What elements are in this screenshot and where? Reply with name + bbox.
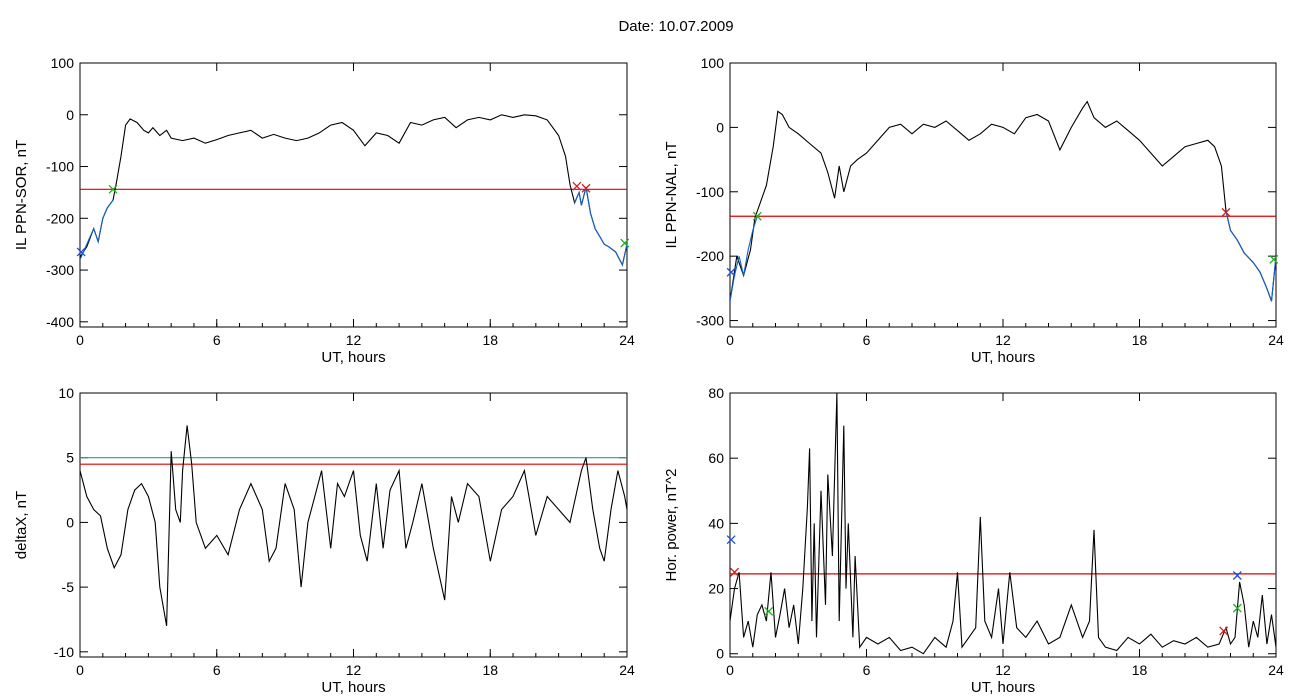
x-tick-label: 6 bbox=[863, 332, 871, 348]
y-tick-label: 0 bbox=[716, 646, 724, 662]
x-axis-label: UT, hours bbox=[971, 679, 1035, 696]
marker-cross bbox=[572, 181, 582, 191]
marker-cross bbox=[730, 567, 740, 577]
series-line bbox=[80, 425, 627, 626]
x-tick-label: 12 bbox=[995, 662, 1011, 678]
panel-deltax: 0 6 12 18 24 10 5 0 -5 -10 UT, hours deltaX, nT bbox=[13, 385, 635, 696]
x-tick-label: 18 bbox=[1132, 662, 1148, 678]
x-axis-label: UT, hours bbox=[971, 349, 1035, 366]
y-tick-label: -5 bbox=[62, 579, 75, 595]
x-tick-label: 12 bbox=[995, 332, 1011, 348]
x-tick-label: 12 bbox=[346, 332, 362, 348]
x-tick-label: 24 bbox=[1268, 662, 1284, 678]
y-tick-label: 0 bbox=[716, 119, 724, 135]
marker-cross bbox=[1269, 254, 1279, 264]
panel-hor-power: 0 6 12 18 24 80 60 40 20 0 UT, hours Hor. power, nT… bbox=[663, 385, 1284, 696]
marker-cross bbox=[108, 184, 118, 194]
y-tick-label: -400 bbox=[46, 314, 74, 330]
series-line bbox=[730, 393, 1276, 655]
marker-cross bbox=[1232, 603, 1242, 613]
y-axis-label: Hor. power, nT^2 bbox=[663, 469, 680, 582]
x-tick-label: 18 bbox=[1132, 332, 1148, 348]
x-tick-label: 6 bbox=[863, 662, 871, 678]
series-line bbox=[730, 100, 1276, 302]
y-axis-label: deltaX, nT bbox=[13, 491, 30, 559]
x-axis-label: UT, hours bbox=[321, 679, 385, 696]
plot-frame bbox=[729, 62, 1277, 328]
marker-cross bbox=[726, 535, 736, 545]
marker-cross bbox=[1221, 207, 1231, 217]
y-tick-label: -300 bbox=[696, 313, 724, 329]
x-tick-label: 0 bbox=[76, 332, 84, 348]
x-tick-label: 24 bbox=[619, 332, 635, 348]
marker-cross bbox=[581, 183, 591, 193]
panel-ppn-nal: 0 6 12 18 24 100 0 -100 -200 -300 UT, hours IL PPN-… bbox=[663, 55, 1284, 366]
y-tick-label: 100 bbox=[701, 55, 725, 71]
x-tick-label: 0 bbox=[76, 662, 84, 678]
figure-title: Date: 10.07.2009 bbox=[618, 18, 734, 35]
y-tick-label: 0 bbox=[66, 514, 74, 530]
x-tick-label: 24 bbox=[619, 662, 635, 678]
marker-cross bbox=[752, 211, 762, 221]
marker-cross bbox=[726, 267, 736, 277]
marker-cross bbox=[1232, 571, 1242, 580]
plot-frame bbox=[79, 62, 628, 328]
y-tick-label: 40 bbox=[708, 515, 724, 531]
y-tick-label: 100 bbox=[51, 55, 75, 71]
y-tick-label: -200 bbox=[696, 248, 724, 264]
y-tick-label: 80 bbox=[708, 385, 724, 401]
series-line bbox=[730, 216, 758, 302]
marker-cross bbox=[76, 247, 86, 257]
y-axis-label: IL PPN-SOR, nT bbox=[13, 140, 30, 250]
x-axis-label: UT, hours bbox=[321, 349, 385, 366]
y-tick-label: 10 bbox=[58, 385, 74, 401]
x-tick-label: 12 bbox=[346, 662, 362, 678]
y-tick-label: -200 bbox=[46, 210, 74, 226]
x-tick-label: 0 bbox=[726, 332, 734, 348]
series-line bbox=[574, 187, 627, 267]
y-axis-label: IL PPN-NAL, nT bbox=[663, 142, 680, 249]
y-tick-label: 20 bbox=[708, 581, 724, 597]
y-tick-label: -100 bbox=[46, 159, 74, 175]
x-tick-label: 18 bbox=[482, 662, 498, 678]
marker-cross bbox=[620, 238, 630, 248]
y-tick-label: -100 bbox=[696, 184, 724, 200]
x-tick-label: 24 bbox=[1268, 332, 1284, 348]
y-tick-label: 5 bbox=[66, 450, 74, 466]
x-tick-label: 6 bbox=[213, 662, 221, 678]
series-line bbox=[80, 199, 114, 260]
marker-cross bbox=[1219, 626, 1229, 636]
x-tick-label: 0 bbox=[726, 662, 734, 678]
plot-frame bbox=[79, 392, 628, 658]
y-tick-label: 0 bbox=[66, 107, 74, 123]
panel-ppn-sor: 0 6 12 18 24 100 0 -100 -200 -300 -400 UT, hours IL … bbox=[13, 55, 635, 366]
marker-cross bbox=[764, 606, 774, 616]
y-tick-label: 60 bbox=[708, 450, 724, 466]
series-line bbox=[1225, 210, 1276, 302]
x-tick-label: 18 bbox=[482, 332, 498, 348]
x-tick-label: 6 bbox=[213, 332, 221, 348]
y-tick-label: -10 bbox=[54, 644, 74, 660]
y-tick-label: -300 bbox=[46, 262, 74, 278]
